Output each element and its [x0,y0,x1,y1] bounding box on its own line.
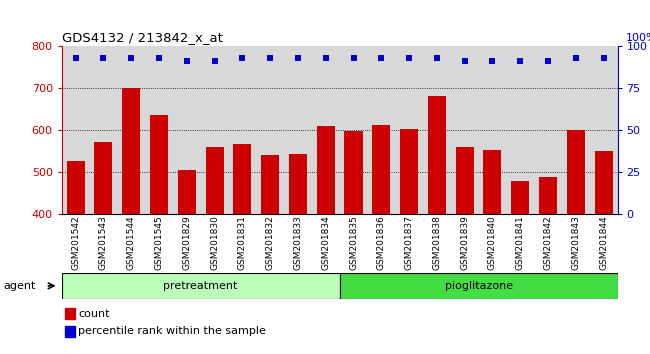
Bar [451,46,478,214]
Bar [590,46,618,214]
Bar [289,154,307,214]
Text: pioglitazone: pioglitazone [445,281,513,291]
Bar [312,46,340,214]
Bar [395,46,423,214]
Text: pretreatment: pretreatment [164,281,238,291]
Bar [261,155,280,214]
Bar [150,115,168,214]
Bar [145,46,173,214]
Bar [62,273,339,299]
Bar [317,126,335,214]
Bar [66,161,84,214]
Bar [400,129,418,214]
Bar [284,46,312,214]
Bar [229,46,256,214]
Bar [428,96,446,214]
Bar [539,177,557,214]
Bar [94,142,112,214]
Bar [233,144,252,214]
Bar [456,147,474,214]
Bar [595,151,613,214]
Bar [344,131,363,214]
Bar [367,46,395,214]
Bar [64,308,75,319]
Bar [62,46,90,214]
Bar [478,46,506,214]
Bar [534,46,562,214]
Text: 100%: 100% [626,33,650,43]
Bar [177,170,196,214]
Bar [201,46,229,214]
Bar [256,46,284,214]
Bar [372,125,391,214]
Bar [64,326,75,337]
Bar [562,46,590,214]
Text: GDS4132 / 213842_x_at: GDS4132 / 213842_x_at [62,31,222,44]
Text: agent: agent [3,281,36,291]
Bar [205,147,224,214]
Bar [423,46,451,214]
Bar [511,181,529,214]
Bar [567,130,585,214]
Bar [90,46,117,214]
Bar [484,150,502,214]
Bar [339,46,367,214]
Bar [173,46,201,214]
Bar [117,46,145,214]
Text: count: count [79,309,110,319]
Bar [122,88,140,214]
Text: percentile rank within the sample: percentile rank within the sample [79,326,266,336]
Bar [339,273,618,299]
Bar [506,46,534,214]
